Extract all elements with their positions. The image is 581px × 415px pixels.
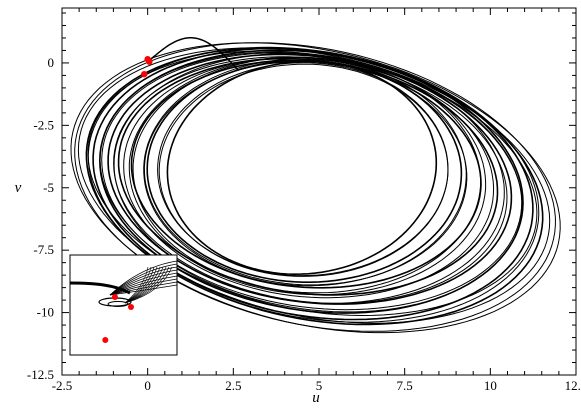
- inset-data-point: [111, 294, 118, 300]
- x-tick-label: 5: [316, 378, 323, 393]
- y-tick-label: -2.5: [33, 117, 54, 132]
- trajectory-loop: [101, 52, 523, 313]
- axis-ticks: [61, 8, 577, 376]
- inset-data-point: [102, 337, 109, 343]
- inset-trajectory-line: [109, 281, 177, 296]
- x-tick-label: 2.5: [225, 378, 241, 393]
- data-point: [141, 70, 148, 78]
- inset-trajectory-line: [109, 278, 177, 296]
- trajectory-loop: [85, 47, 544, 326]
- trajectory-loop: [157, 62, 449, 277]
- y-axis-title: v: [15, 180, 22, 196]
- trajectory-loop: [130, 59, 482, 289]
- trajectory: [70, 37, 561, 334]
- x-axis-title: u: [312, 390, 320, 406]
- inset-trajectory-line: [109, 263, 177, 296]
- y-tick-labels: 0 -2.5 -5 -7.5 -10 -12.5: [27, 55, 54, 382]
- trajectory-loop: [87, 50, 538, 317]
- inset-trajectory: [70, 260, 177, 307]
- x-tick-labels: -2.5 0 2.5 5 7.5 10 12.5: [52, 378, 581, 393]
- y-tick-label: -12.5: [27, 367, 54, 382]
- trajectory-loop: [98, 49, 524, 314]
- x-tick-label: 0: [144, 378, 151, 393]
- trajectory-loop: [158, 63, 449, 277]
- trajectory-arm: [148, 37, 240, 71]
- x-tick-label: -2.5: [52, 378, 73, 393]
- x-tick-label: 7.5: [397, 378, 413, 393]
- trajectory-loop: [74, 42, 556, 332]
- x-tick-label: 12.5: [565, 378, 581, 393]
- inset-frame: [69, 254, 178, 356]
- trajectory-loop: [143, 61, 468, 286]
- data-point: [146, 58, 153, 65]
- y-tick-label: -10: [37, 305, 54, 320]
- highlight-points: [141, 55, 153, 78]
- x-tick-label: 10: [484, 378, 497, 393]
- y-tick-label: -7.5: [33, 242, 54, 257]
- inset-trajectory-line: [109, 272, 177, 296]
- trajectory-loop: [107, 53, 513, 305]
- inset-trajectory-line: [109, 275, 177, 296]
- y-tick-label: 0: [48, 55, 55, 70]
- trajectory-loop: [113, 56, 508, 304]
- inset-loop: [107, 301, 129, 307]
- y-tick-label: -5: [43, 180, 54, 195]
- inset-zoom: [69, 254, 178, 356]
- inset-trajectory-line: [109, 266, 177, 296]
- inset-points: [102, 294, 134, 343]
- trajectory-loop: [117, 57, 499, 296]
- trajectory-loop: [70, 42, 561, 334]
- trajectory-loop: [123, 56, 495, 299]
- inset-data-point: [127, 304, 134, 310]
